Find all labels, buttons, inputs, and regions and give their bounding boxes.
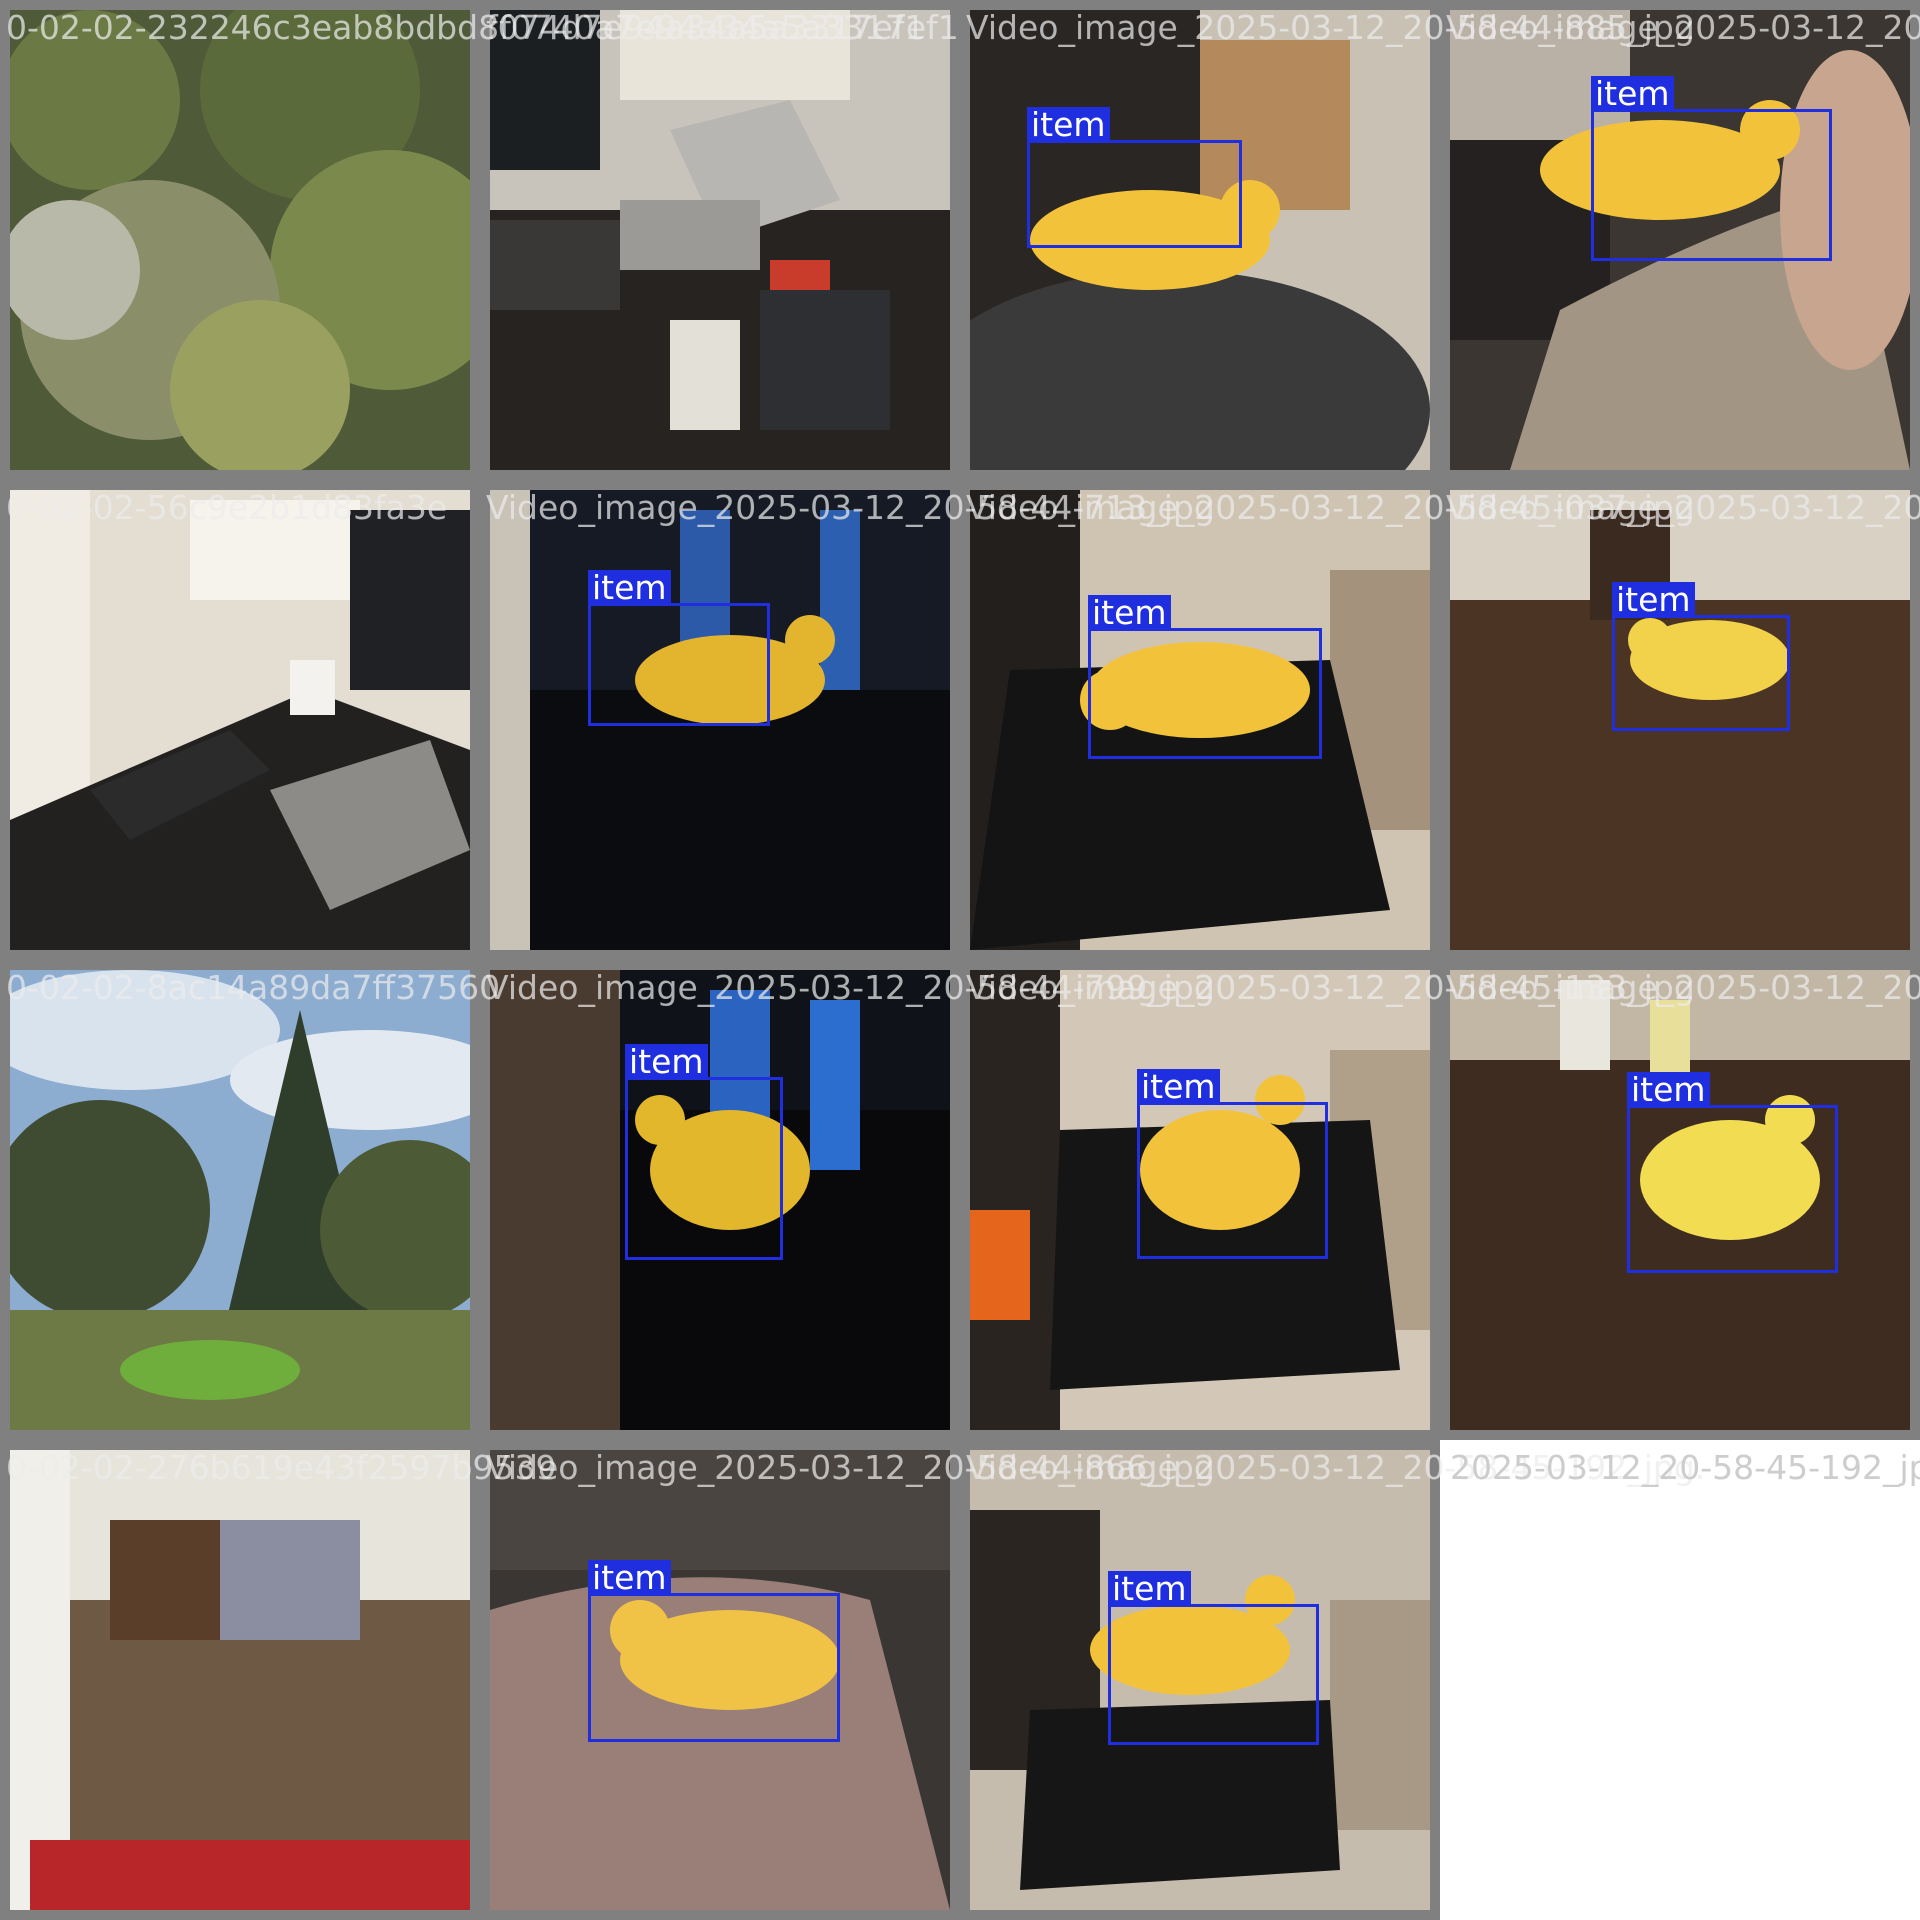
photo-coffee-table [10,1450,470,1910]
photo-slug-laptop-bag-3 [970,1450,1430,1910]
bbox-label: item [1627,1072,1710,1108]
bbox-label: item [588,1560,671,1596]
bbox-label: item [1137,1069,1220,1105]
photo-foliage [10,10,470,470]
photo-slug-boxes [970,10,1430,470]
image-tile-desk-monitor[interactable] [0,480,480,960]
photo-slug-blanket [490,1450,950,1910]
image-tile-trees-sky[interactable] [0,960,480,1440]
bbox-item: item [1027,107,1242,248]
bbox-label: item [588,570,671,606]
photo-slug-couch [1450,10,1910,470]
image-tile-coffee-table[interactable] [0,1440,480,1920]
image-tile-slug-shelf-dark[interactable]: item [480,480,960,960]
photo-slug-table-2 [1450,970,1910,1430]
image-tile-slug-laptop-bag-3[interactable]: item [960,1440,1440,1920]
bbox-label: item [625,1044,708,1080]
bbox-item: item [1612,582,1790,731]
image-tile-slug-blanket[interactable]: item [480,1440,960,1920]
bbox-item: item [588,1560,840,1742]
bbox-label: item [1591,76,1674,112]
bbox-item: item [1627,1072,1838,1273]
photo-trees-sky [10,970,470,1430]
image-tile-desk-laptop[interactable] [480,0,960,480]
bbox-label: item [1088,595,1171,631]
image-tile-foliage[interactable] [0,0,480,480]
photo-slug-shelf-dark-2 [490,970,950,1430]
photo-slug-laptop-bag [970,490,1430,950]
bbox-label: item [1027,107,1110,143]
image-tile-slug-laptop-bag[interactable]: item [960,480,1440,960]
photo-slug-laptop-bag-2 [970,970,1430,1430]
bbox-label: item [1108,1571,1191,1607]
image-tile-slug-table-2[interactable]: item [1440,960,1920,1440]
bbox-item: item [1088,595,1322,759]
photo-desk-laptop [490,10,950,470]
bbox-item: item [625,1044,783,1260]
bbox-item: item [1137,1069,1328,1259]
bbox-item: item [1108,1571,1319,1745]
image-tile-slug-boxes[interactable]: item [960,0,1440,480]
bbox-label: item [1612,582,1695,618]
bbox-item: item [588,570,770,726]
image-tile-slug-table[interactable]: item [1440,480,1920,960]
image-tile-slug-couch[interactable]: item [1440,0,1920,480]
photo-slug-shelf-dark [490,490,950,950]
bbox-item: item [1591,76,1832,261]
photo-desk-monitor [10,490,470,950]
image-tile-slug-shelf-dark-2[interactable]: item [480,960,960,1440]
overflow-filename-label: 2025-03-12_20-58-45-192_jpg. [1450,1448,1920,1487]
image-tile-slug-laptop-bag-2[interactable]: item [960,960,1440,1440]
